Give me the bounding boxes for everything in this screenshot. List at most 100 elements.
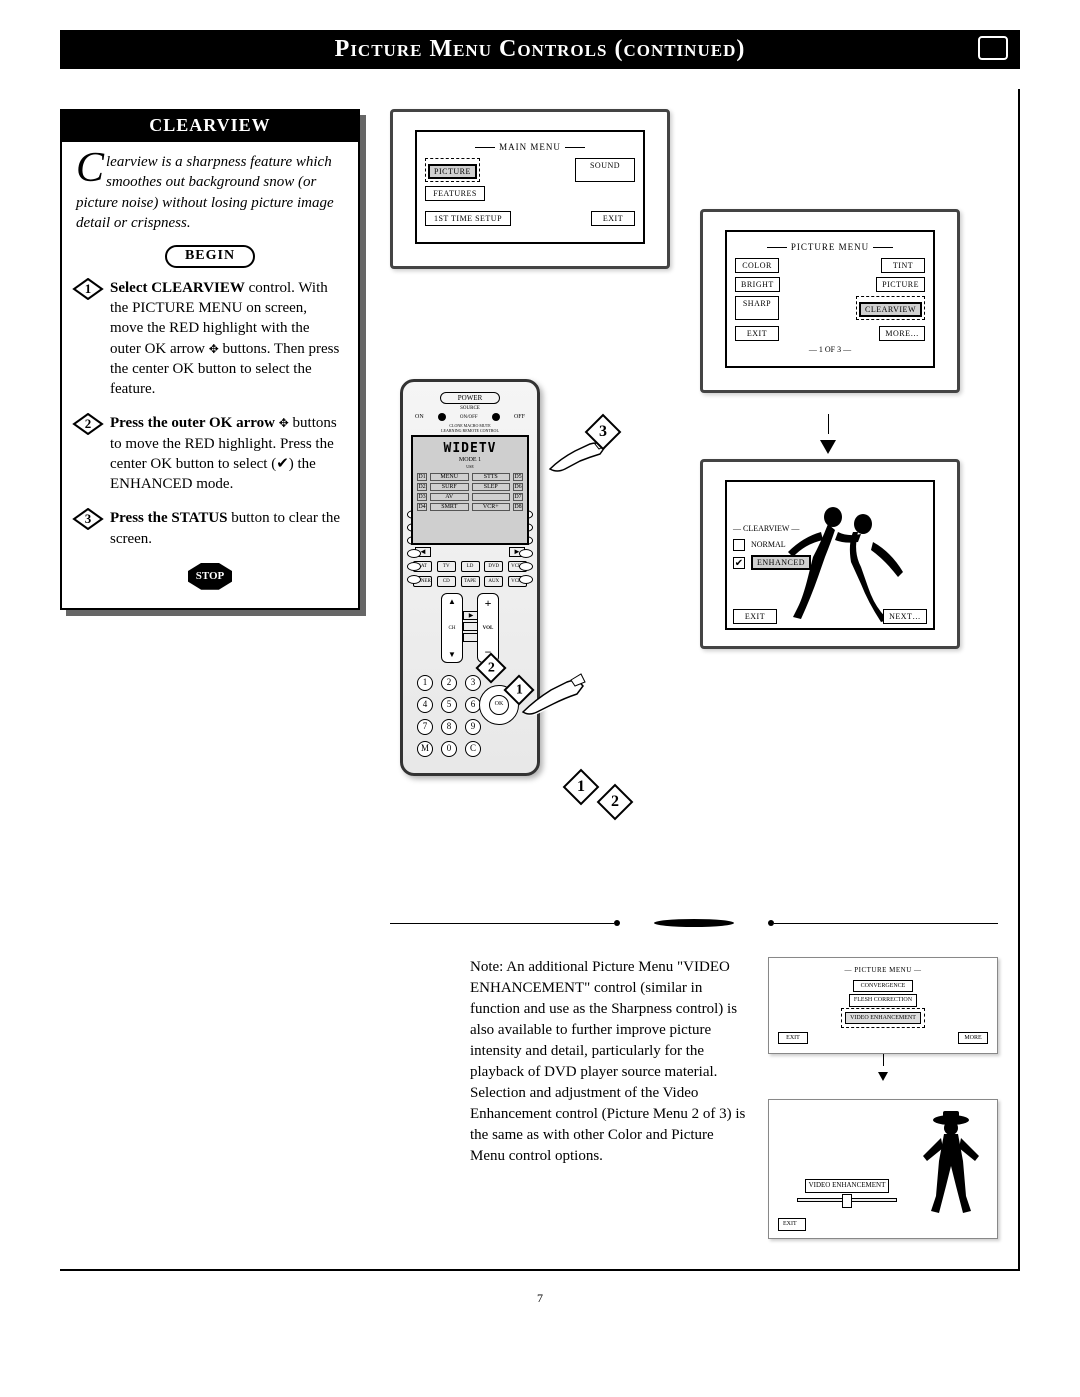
remote-control: POWER SOURCE ON ON/OFF OFF CLONE MACRO M… (400, 379, 540, 776)
diagram-area: MAIN MENU PICTURE SOUND FEATURES 1ST TIM… (390, 109, 998, 1229)
num-2: 2 (441, 675, 457, 691)
mini-more: MORE (958, 1032, 988, 1044)
enhanced-checkbox: ✔ (733, 557, 745, 569)
slider-track (797, 1198, 897, 1202)
tv2-tint: TINT (881, 258, 925, 273)
tv-main-menu: MAIN MENU PICTURE SOUND FEATURES 1ST TIM… (390, 109, 670, 269)
remote-lcd: WIDETV MODE 1 USE D1MENUSTTSD5 D2SURFSLE… (411, 435, 529, 545)
tv-clearview: — CLEARVIEW — NORMAL ✔ENHANCED EXIT NEXT… (700, 459, 960, 649)
page-title: Picture Menu Controls (continued) (335, 36, 746, 62)
volume-rocker: +VOL− (477, 593, 499, 663)
tv3-next: NEXT… (883, 609, 927, 624)
section-divider-icon (390, 919, 998, 927)
svg-text:1: 1 (85, 281, 92, 296)
onoff-label: ON/OFF (460, 415, 478, 420)
num-5: 5 (441, 697, 457, 713)
tv2-title: PICTURE MENU (735, 242, 925, 252)
svg-text:2: 2 (85, 416, 92, 431)
side-oval (519, 575, 533, 584)
src-button: AUX (484, 576, 503, 587)
clearview-info-box: CLEARVIEW Clearview is a sharpness featu… (60, 109, 360, 610)
src-button: DVD (484, 561, 503, 572)
num-7: 7 (417, 719, 433, 735)
channel-rocker: ▲CH▼ (441, 593, 463, 663)
tv-picture-menu: PICTURE MENU COLOR TINT BRIGHT PICTURE S… (700, 209, 960, 393)
tv1-title: MAIN MENU (425, 142, 635, 152)
mini-exit2: EXIT (778, 1218, 806, 1230)
content-frame: CLEARVIEW Clearview is a sharpness featu… (60, 89, 1020, 1271)
dpad: ▲CH▼ ▶ +VOL− (435, 593, 505, 663)
page-title-bar: Picture Menu Controls (continued) (60, 30, 1020, 69)
step-2: 2 Press the outer OK arrow ✥ buttons to … (76, 413, 344, 494)
src-button: LD (461, 561, 480, 572)
tv3-normal: NORMAL (751, 540, 786, 549)
tv1-features: FEATURES (425, 186, 485, 201)
tv1-exit: EXIT (591, 211, 635, 226)
arrow-glyph-icon: ✥ (209, 342, 219, 356)
svg-text:3: 3 (85, 511, 92, 526)
mini-flesh: FLESH CORRECTION (849, 994, 917, 1006)
num-8: 8 (441, 719, 457, 735)
lcd-mode: MODE 1 (417, 457, 523, 463)
power-button: POWER (440, 392, 500, 404)
tv2-bright: BRIGHT (735, 277, 780, 292)
cowboy-silhouette-icon (911, 1106, 991, 1216)
tv2-more: MORE… (879, 326, 925, 341)
step-3: 3 Press the STATUS button to clear the s… (76, 508, 344, 549)
intro-rest: learview is a sharpness feature which sm… (76, 154, 334, 231)
tv2-pager: — 1 OF 3 — (735, 345, 925, 354)
stop-sign-icon: STOP (188, 563, 232, 590)
tv3-title: CLEARVIEW (743, 524, 789, 533)
num-m: M (417, 741, 433, 757)
info-box-heading: CLEARVIEW (62, 111, 358, 142)
tv-icon (978, 36, 1008, 60)
tv1-sound: SOUND (575, 158, 635, 182)
tv1-picture: PICTURE (428, 164, 477, 179)
num-4: 4 (417, 697, 433, 713)
side-oval (519, 562, 533, 571)
mini-video-enh: VIDEO ENHANCEMENT (845, 1012, 921, 1024)
step3-bold: Press the STATUS (110, 510, 228, 526)
on-label: ON (415, 414, 424, 420)
video-enh-label: VIDEO ENHANCEMENT (805, 1179, 890, 1193)
led-icon (438, 413, 446, 421)
tv3-exit: EXIT (733, 609, 777, 624)
src-button: TAPE (461, 576, 480, 587)
begin-pill: BEGIN (165, 245, 255, 268)
src-button: CD (437, 576, 456, 587)
tv2-color: COLOR (735, 258, 779, 273)
num-1: 1 (417, 675, 433, 691)
step-marker-icon: 2 (72, 413, 104, 435)
tv3-enhanced: ENHANCED (751, 555, 811, 570)
arrow-glyph-icon: ✥ (279, 416, 289, 430)
normal-checkbox (733, 539, 745, 551)
flow-arrow-icon (820, 414, 836, 460)
slider-thumb-icon (842, 1194, 852, 1208)
num-0: 0 (441, 741, 457, 757)
mini-exit: EXIT (778, 1032, 808, 1044)
tv2-exit: EXIT (735, 326, 779, 341)
note-text: Note: An additional Picture Menu "VIDEO … (470, 957, 748, 1239)
off-label: OFF (514, 414, 525, 420)
note-video-enhancement: VIDEO ENHANCEMENT EXIT (768, 1099, 998, 1239)
num-c: C (465, 741, 481, 757)
mini-convergence: CONVERGENCE (853, 980, 913, 992)
tv2-picture: PICTURE (876, 277, 925, 292)
side-oval (407, 549, 421, 558)
side-oval (407, 562, 421, 571)
lcd-brand: WIDETV (417, 441, 523, 456)
note-picture-menu: — PICTURE MENU — CONVERGENCE FLESH CORRE… (768, 957, 998, 1054)
side-oval (519, 549, 533, 558)
tv2-clearview: CLEARVIEW (859, 302, 922, 317)
page-number: 7 (60, 1291, 1020, 1306)
dropcap: C (76, 152, 104, 184)
step2-bold: Press the outer OK arrow (110, 415, 275, 431)
numpad: 1 2 3 4 5 6 7 8 9 M 0 C (417, 675, 481, 757)
tv2-sharp: SHARP (735, 296, 779, 320)
side-oval (407, 575, 421, 584)
source-label: SOURCE (411, 406, 529, 411)
led-icon (492, 413, 500, 421)
step-marker-icon: 3 (72, 508, 104, 530)
src-button: TV (437, 561, 456, 572)
step-marker-icon: 1 (72, 278, 104, 300)
